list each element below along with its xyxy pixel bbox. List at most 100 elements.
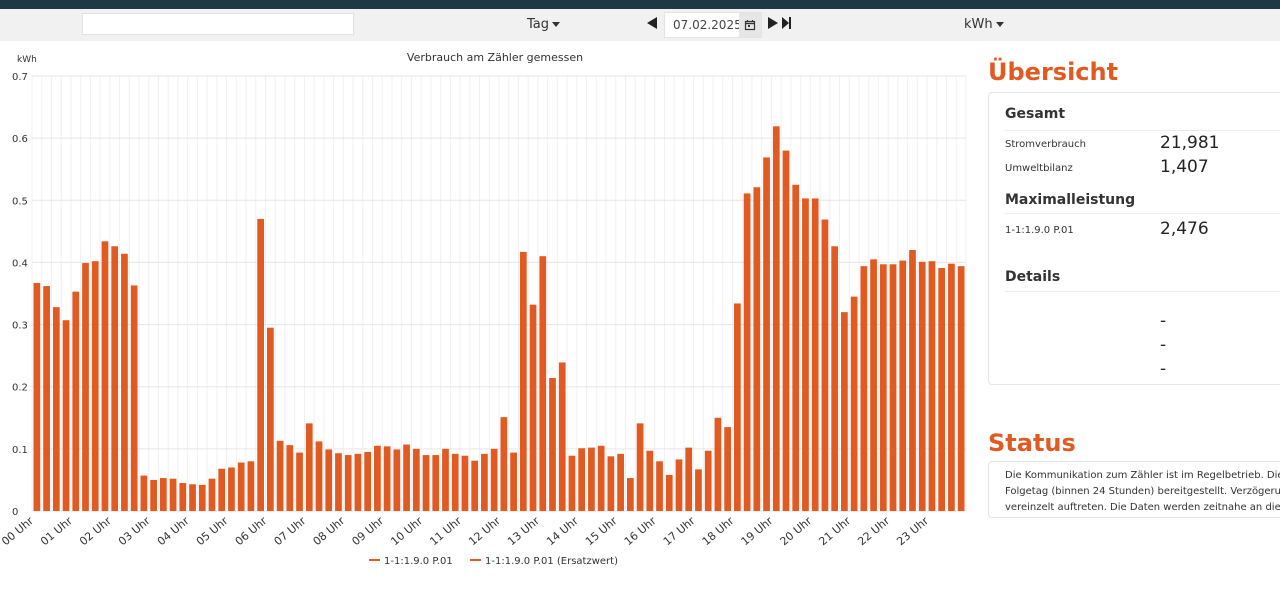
caret-down-icon	[995, 22, 1004, 27]
x-tick-label: 14 Uhr	[544, 514, 581, 548]
date-value: 07.02.2025	[673, 18, 742, 32]
bar	[529, 304, 537, 511]
bar	[471, 460, 479, 511]
bar	[62, 320, 70, 511]
x-tick-label: 06 Uhr	[233, 514, 270, 548]
bar	[899, 260, 907, 511]
bar	[91, 261, 99, 511]
bar	[286, 445, 294, 511]
bar	[305, 423, 313, 511]
details-value: -	[1160, 335, 1167, 355]
x-tick-label: 08 Uhr	[311, 514, 348, 548]
y-tick-label: 0.7	[12, 72, 28, 83]
y-tick-label: 0	[12, 507, 18, 518]
x-tick-label: 19 Uhr	[739, 514, 776, 548]
bar	[734, 303, 741, 511]
x-tick-label: 23 Uhr	[894, 514, 931, 548]
bar	[150, 479, 157, 511]
bar	[140, 475, 148, 511]
y-tick-label: 0.6	[12, 134, 28, 145]
status-text: Die Kommunikation zum Zähler ist im Rege…	[1005, 468, 1280, 516]
bar	[656, 461, 663, 511]
max-power-value: 2,476	[1160, 219, 1209, 239]
bar	[179, 483, 187, 511]
bar	[714, 417, 722, 511]
bar	[850, 296, 858, 511]
details-section-title: Details	[1005, 269, 1061, 285]
bar	[948, 263, 955, 511]
bar	[111, 246, 119, 511]
consumption-label: Stromverbrauch	[1005, 139, 1086, 150]
bar	[607, 456, 615, 511]
bar	[617, 453, 624, 511]
bar	[646, 450, 654, 511]
y-tick-label: 0.5	[12, 196, 28, 207]
bar	[821, 219, 829, 512]
bar	[121, 253, 128, 511]
overview-card: Gesamt Stromverbrauch 21,981 Umweltbilan…	[988, 92, 1280, 385]
bar	[626, 478, 634, 511]
bar	[724, 427, 731, 511]
bar	[481, 453, 488, 511]
date-field[interactable]: 07.02.2025	[664, 12, 762, 38]
legend-label: 1-1:1.9.0 P.01 (Ersatzwert)	[485, 556, 618, 567]
toolbar: Tag 07.02.2025 kWh	[0, 9, 1280, 41]
bar	[374, 445, 381, 511]
y-axis-unit: kWh	[17, 55, 37, 65]
triangle-left-icon[interactable]	[647, 17, 657, 29]
calendar-button[interactable]	[739, 13, 761, 37]
y-tick-label: 0.1	[12, 445, 28, 456]
bar	[189, 484, 196, 511]
environment-label: Umweltbilanz	[1005, 163, 1073, 174]
bar	[354, 453, 362, 511]
bar	[841, 312, 848, 511]
calendar-icon	[744, 20, 756, 31]
triangle-right-icon[interactable]	[768, 17, 778, 29]
x-tick-label: 10 Uhr	[388, 514, 425, 548]
x-tick-label: 16 Uhr	[622, 514, 659, 548]
x-tick-label: 22 Uhr	[855, 514, 892, 548]
bar	[130, 285, 138, 511]
details-value: -	[1160, 311, 1167, 331]
x-tick-label: 02 Uhr	[77, 514, 114, 548]
bar	[675, 459, 683, 511]
bar	[519, 251, 527, 511]
skip-to-end-icon[interactable]	[782, 17, 792, 29]
status-heading: Status	[988, 429, 1076, 457]
consumption-value: 21,981	[1160, 133, 1220, 153]
bar	[432, 455, 440, 511]
bar	[442, 448, 449, 511]
bar	[228, 467, 235, 511]
status-line: Die Kommunikation zum Zähler ist im Rege…	[1005, 470, 1280, 481]
bar	[938, 268, 946, 511]
bar	[159, 478, 167, 511]
bar	[490, 448, 498, 511]
x-tick-label: 15 Uhr	[583, 514, 620, 548]
x-tick-label: 01 Uhr	[38, 514, 75, 548]
x-tick-label: 13 Uhr	[505, 514, 542, 548]
total-section-title: Gesamt	[1005, 106, 1066, 122]
bar	[918, 261, 926, 511]
x-tick-label: 20 Uhr	[778, 514, 815, 548]
bar	[383, 446, 391, 511]
bar	[101, 241, 109, 512]
bar	[578, 448, 586, 511]
bar	[257, 218, 264, 511]
x-tick-label: 04 Uhr	[155, 514, 192, 548]
bar	[451, 453, 459, 511]
overview-heading: Übersicht	[988, 58, 1119, 86]
chart-title: Verbrauch am Zähler gemessen	[407, 51, 583, 64]
unit-dropdown[interactable]: kWh	[964, 17, 1004, 32]
bar	[276, 440, 284, 511]
bar	[208, 478, 216, 511]
bar	[43, 286, 50, 511]
caret-down-icon	[552, 22, 561, 27]
search-input[interactable]	[82, 13, 354, 35]
divider	[1005, 213, 1280, 214]
bar	[558, 362, 566, 511]
bar	[198, 484, 206, 511]
bar	[685, 447, 693, 511]
x-tick-label: 11 Uhr	[427, 514, 464, 548]
period-dropdown[interactable]: Tag	[527, 17, 561, 32]
x-tick-label: 18 Uhr	[700, 514, 737, 548]
